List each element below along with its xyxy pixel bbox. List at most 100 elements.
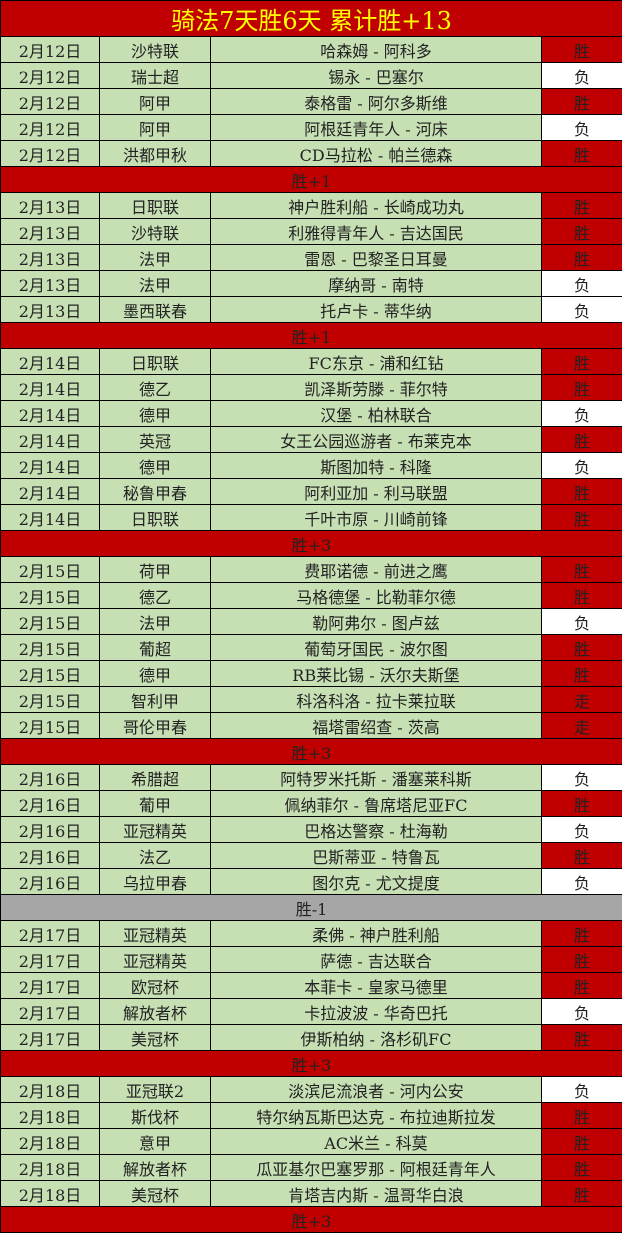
date-cell: 2月15日	[1, 713, 100, 739]
result-cell: 负	[542, 297, 622, 323]
match-cell: 千叶市原 - 川崎前锋	[211, 505, 542, 531]
date-cell: 2月18日	[1, 1103, 100, 1129]
league-cell: 沙特联	[100, 219, 211, 245]
table-row: 2月14日德乙凯泽斯劳滕 - 菲尔特胜	[1, 375, 622, 401]
match-cell: 摩纳哥 - 南特	[211, 271, 542, 297]
table-row: 2月17日欧冠杯本菲卡 - 皇家马德里胜	[1, 973, 622, 999]
result-cell: 胜	[542, 921, 622, 947]
table-row: 2月17日解放者杯卡拉波波 - 华奇巴托负	[1, 999, 622, 1025]
date-cell: 2月12日	[1, 37, 100, 63]
table-row: 2月16日亚冠精英巴格达警察 - 杜海勒负	[1, 817, 622, 843]
date-cell: 2月12日	[1, 115, 100, 141]
result-cell: 负	[542, 999, 622, 1025]
match-cell: 阿利亚加 - 利马联盟	[211, 479, 542, 505]
match-cell: 巴斯蒂亚 - 特鲁瓦	[211, 843, 542, 869]
match-cell: 科洛科洛 - 拉卡莱拉联	[211, 687, 542, 713]
date-cell: 2月12日	[1, 89, 100, 115]
result-cell: 负	[542, 63, 622, 89]
date-cell: 2月17日	[1, 973, 100, 999]
result-cell: 负	[542, 271, 622, 297]
result-cell: 负	[542, 765, 622, 791]
daily-summary: 胜+3	[1, 739, 622, 765]
table-row: 2月13日沙特联利雅得青年人 - 吉达国民胜	[1, 219, 622, 245]
match-cell: AC米兰 - 科莫	[211, 1129, 542, 1155]
league-cell: 法甲	[100, 271, 211, 297]
table-row: 2月16日希腊超阿特罗米托斯 - 潘塞莱科斯负	[1, 765, 622, 791]
daily-summary-row: 胜+3	[1, 1051, 622, 1077]
date-cell: 2月16日	[1, 869, 100, 895]
table-row: 2月16日法乙巴斯蒂亚 - 特鲁瓦胜	[1, 843, 622, 869]
date-cell: 2月14日	[1, 401, 100, 427]
table-row: 2月15日智利甲科洛科洛 - 拉卡莱拉联走	[1, 687, 622, 713]
date-cell: 2月13日	[1, 193, 100, 219]
table-row: 2月13日法甲雷恩 - 巴黎圣日耳曼胜	[1, 245, 622, 271]
match-cell: 雷恩 - 巴黎圣日耳曼	[211, 245, 542, 271]
match-cell: 阿根廷青年人 - 河床	[211, 115, 542, 141]
match-cell: 利雅得青年人 - 吉达国民	[211, 219, 542, 245]
date-cell: 2月18日	[1, 1155, 100, 1181]
result-cell: 负	[542, 609, 622, 635]
match-cell: RB莱比锡 - 沃尔夫斯堡	[211, 661, 542, 687]
result-cell: 胜	[542, 843, 622, 869]
league-cell: 英冠	[100, 427, 211, 453]
match-cell: 托卢卡 - 蒂华纳	[211, 297, 542, 323]
result-cell: 胜	[542, 427, 622, 453]
match-cell: 马格德堡 - 比勒菲尔德	[211, 583, 542, 609]
match-cell: 勒阿弗尔 - 图卢兹	[211, 609, 542, 635]
match-cell: 福塔雷绍查 - 茨高	[211, 713, 542, 739]
result-cell: 走	[542, 687, 622, 713]
league-cell: 瑞士超	[100, 63, 211, 89]
table-row: 2月14日德甲斯图加特 - 科隆负	[1, 453, 622, 479]
date-cell: 2月14日	[1, 505, 100, 531]
table-row: 2月12日阿甲泰格雷 - 阿尔多斯维胜	[1, 89, 622, 115]
league-cell: 沙特联	[100, 37, 211, 63]
result-cell: 胜	[542, 1025, 622, 1051]
result-cell: 负	[542, 401, 622, 427]
league-cell: 墨西联春	[100, 297, 211, 323]
date-cell: 2月15日	[1, 687, 100, 713]
table-row: 2月13日日职联神户胜利船 - 长崎成功丸胜	[1, 193, 622, 219]
match-cell: 哈森姆 - 阿科多	[211, 37, 542, 63]
result-cell: 胜	[542, 791, 622, 817]
date-cell: 2月15日	[1, 661, 100, 687]
league-cell: 荷甲	[100, 557, 211, 583]
date-cell: 2月14日	[1, 453, 100, 479]
result-cell: 胜	[542, 245, 622, 271]
league-cell: 日职联	[100, 193, 211, 219]
league-cell: 希腊超	[100, 765, 211, 791]
match-cell: 萨德 - 吉达联合	[211, 947, 542, 973]
daily-summary-row: 胜+3	[1, 739, 622, 765]
result-cell: 胜	[542, 349, 622, 375]
table-row: 2月12日阿甲阿根廷青年人 - 河床负	[1, 115, 622, 141]
league-cell: 日职联	[100, 349, 211, 375]
league-cell: 葡超	[100, 635, 211, 661]
daily-summary: 胜+1	[1, 167, 622, 193]
table-row: 2月14日英冠女王公园巡游者 - 布莱克本胜	[1, 427, 622, 453]
match-cell: 柔佛 - 神户胜利船	[211, 921, 542, 947]
result-cell: 走	[542, 713, 622, 739]
table-row: 2月15日葡超葡萄牙国民 - 波尔图胜	[1, 635, 622, 661]
match-cell: 汉堡 - 柏林联合	[211, 401, 542, 427]
league-cell: 法乙	[100, 843, 211, 869]
result-cell: 胜	[542, 1155, 622, 1181]
date-cell: 2月12日	[1, 141, 100, 167]
league-cell: 美冠杯	[100, 1181, 211, 1207]
match-cell: 神户胜利船 - 长崎成功丸	[211, 193, 542, 219]
result-cell: 胜	[542, 37, 622, 63]
date-cell: 2月15日	[1, 609, 100, 635]
match-cell: 卡拉波波 - 华奇巴托	[211, 999, 542, 1025]
page-title: 骑法7天胜6天 累计胜+13	[1, 1, 622, 37]
result-cell: 胜	[542, 947, 622, 973]
match-cell: 佩纳菲尔 - 鲁席塔尼亚FC	[211, 791, 542, 817]
match-cell: 淡滨尼流浪者 - 河内公安	[211, 1077, 542, 1103]
date-cell: 2月16日	[1, 791, 100, 817]
title-row: 骑法7天胜6天 累计胜+13	[1, 1, 622, 37]
daily-summary: 胜+3	[1, 1051, 622, 1077]
daily-summary: 胜-1	[1, 895, 622, 921]
league-cell: 秘鲁甲春	[100, 479, 211, 505]
daily-summary-row: 胜+3	[1, 1207, 622, 1233]
date-cell: 2月16日	[1, 843, 100, 869]
